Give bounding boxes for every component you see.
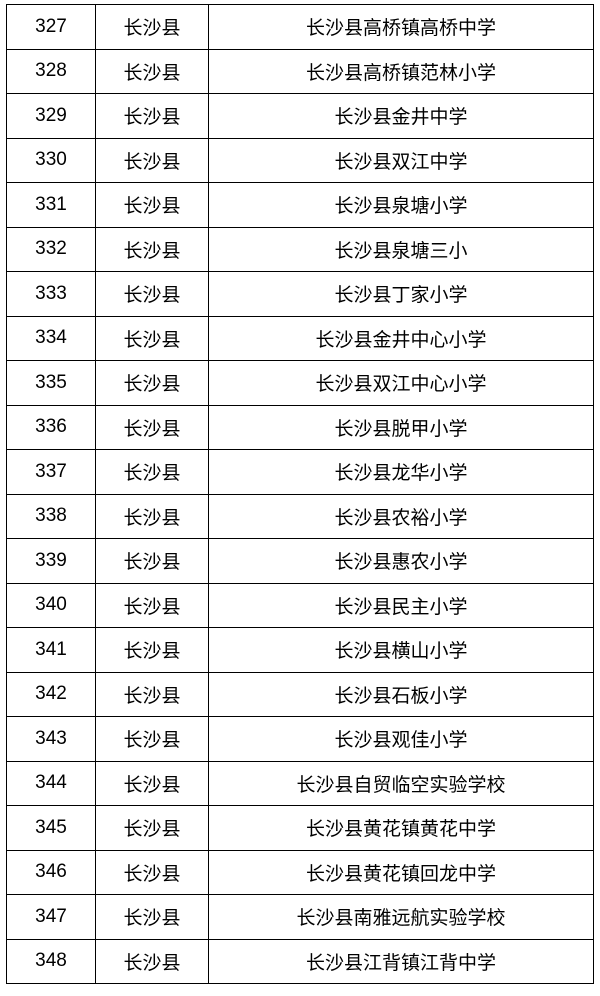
county-cell: 长沙县	[95, 894, 209, 940]
county-cell: 长沙县	[95, 360, 209, 406]
row-number: 341	[6, 627, 96, 673]
table-row: 339 长沙县 长沙县惠农小学	[6, 538, 594, 584]
school-name-cell: 长沙县脱甲小学	[208, 404, 594, 450]
school-name-cell: 长沙县金井中心小学	[208, 315, 594, 361]
table-row: 334 长沙县 长沙县金井中心小学	[6, 315, 594, 361]
row-number: 331	[6, 182, 96, 228]
county-cell: 长沙县	[95, 716, 209, 762]
table-row: 328 长沙县 长沙县高桥镇范林小学	[6, 48, 594, 94]
school-name-cell: 长沙县观佳小学	[208, 716, 594, 762]
row-number: 340	[6, 582, 96, 628]
table-row: 345 长沙县 长沙县黄花镇黄花中学	[6, 805, 594, 851]
row-number: 336	[6, 404, 96, 450]
table-row: 341 长沙县 长沙县横山小学	[6, 627, 594, 673]
table-row: 343 长沙县 长沙县观佳小学	[6, 716, 594, 762]
school-name-cell: 长沙县高桥镇范林小学	[208, 48, 594, 94]
school-name-cell: 长沙县民主小学	[208, 582, 594, 628]
county-cell: 长沙县	[95, 404, 209, 450]
row-number: 348	[6, 938, 96, 984]
row-number: 333	[6, 271, 96, 317]
row-number: 345	[6, 805, 96, 851]
county-cell: 长沙县	[95, 849, 209, 895]
school-name-cell: 长沙县双江中学	[208, 137, 594, 183]
school-name-cell: 长沙县农裕小学	[208, 493, 594, 539]
row-number: 330	[6, 137, 96, 183]
county-cell: 长沙县	[95, 93, 209, 139]
school-name-cell: 长沙县泉塘小学	[208, 182, 594, 228]
county-cell: 长沙县	[95, 538, 209, 584]
table-row: 348 长沙县 长沙县江背镇江背中学	[6, 938, 594, 984]
county-cell: 长沙县	[95, 137, 209, 183]
table-row: 347 长沙县 长沙县南雅远航实验学校	[6, 894, 594, 940]
row-number: 338	[6, 493, 96, 539]
school-name-cell: 长沙县惠农小学	[208, 538, 594, 584]
school-name-cell: 长沙县自贸临空实验学校	[208, 760, 594, 806]
school-name-cell: 长沙县高桥镇高桥中学	[208, 4, 594, 50]
row-number: 342	[6, 671, 96, 717]
row-number: 329	[6, 93, 96, 139]
row-number: 343	[6, 716, 96, 762]
row-number: 328	[6, 48, 96, 94]
county-cell: 长沙县	[95, 760, 209, 806]
county-cell: 长沙县	[95, 805, 209, 851]
school-name-cell: 长沙县丁家小学	[208, 271, 594, 317]
table-body: 327 长沙县 长沙县高桥镇高桥中学 328 长沙县 长沙县高桥镇范林小学 329 长沙县 长沙…	[6, 4, 594, 984]
row-number: 327	[6, 4, 96, 50]
school-name-cell: 长沙县双江中心小学	[208, 360, 594, 406]
row-number: 344	[6, 760, 96, 806]
table-row: 344 长沙县 长沙县自贸临空实验学校	[6, 760, 594, 806]
row-number: 347	[6, 894, 96, 940]
table-row: 333 长沙县 长沙县丁家小学	[6, 271, 594, 317]
school-name-cell: 长沙县龙华小学	[208, 449, 594, 495]
county-cell: 长沙县	[95, 493, 209, 539]
row-number: 337	[6, 449, 96, 495]
table-row: 327 长沙县 长沙县高桥镇高桥中学	[6, 4, 594, 50]
row-number: 339	[6, 538, 96, 584]
county-cell: 长沙县	[95, 226, 209, 272]
table-row: 329 长沙县 长沙县金井中学	[6, 93, 594, 139]
table-row: 331 长沙县 长沙县泉塘小学	[6, 182, 594, 228]
county-cell: 长沙县	[95, 582, 209, 628]
county-cell: 长沙县	[95, 938, 209, 984]
school-name-cell: 长沙县泉塘三小	[208, 226, 594, 272]
row-number: 335	[6, 360, 96, 406]
county-cell: 长沙县	[95, 671, 209, 717]
table-row: 346 长沙县 长沙县黄花镇回龙中学	[6, 849, 594, 895]
table-row: 337 长沙县 长沙县龙华小学	[6, 449, 594, 495]
table-row: 335 长沙县 长沙县双江中心小学	[6, 360, 594, 406]
school-name-cell: 长沙县黄花镇回龙中学	[208, 849, 594, 895]
row-number: 334	[6, 315, 96, 361]
county-cell: 长沙县	[95, 48, 209, 94]
school-name-cell: 长沙县江背镇江背中学	[208, 938, 594, 984]
county-cell: 长沙县	[95, 627, 209, 673]
table-row: 336 长沙县 长沙县脱甲小学	[6, 404, 594, 450]
table-row: 340 长沙县 长沙县民主小学	[6, 582, 594, 628]
school-name-cell: 长沙县横山小学	[208, 627, 594, 673]
row-number: 332	[6, 226, 96, 272]
county-cell: 长沙县	[95, 271, 209, 317]
county-cell: 长沙县	[95, 182, 209, 228]
table-row: 332 长沙县 长沙县泉塘三小	[6, 226, 594, 272]
county-cell: 长沙县	[95, 449, 209, 495]
row-number: 346	[6, 849, 96, 895]
table-row: 342 长沙县 长沙县石板小学	[6, 671, 594, 717]
school-name-cell: 长沙县金井中学	[208, 93, 594, 139]
school-name-cell: 长沙县南雅远航实验学校	[208, 894, 594, 940]
school-name-cell: 长沙县石板小学	[208, 671, 594, 717]
school-name-cell: 长沙县黄花镇黄花中学	[208, 805, 594, 851]
school-table: 327 长沙县 长沙县高桥镇高桥中学 328 长沙县 长沙县高桥镇范林小学 329 长沙县 长沙…	[6, 4, 594, 984]
table-row: 338 长沙县 长沙县农裕小学	[6, 493, 594, 539]
table-row: 330 长沙县 长沙县双江中学	[6, 137, 594, 183]
county-cell: 长沙县	[95, 4, 209, 50]
county-cell: 长沙县	[95, 315, 209, 361]
